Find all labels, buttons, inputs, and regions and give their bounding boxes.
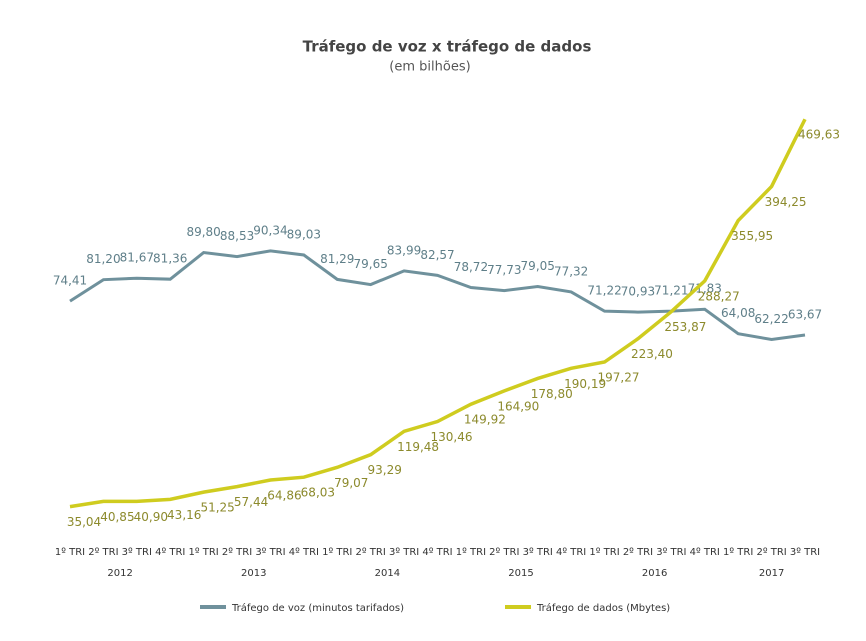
x-tick-label: 3º TRI — [523, 547, 553, 558]
data-label: 88,53 — [220, 229, 254, 243]
data-label: 74,41 — [53, 274, 87, 288]
data-label: 40,90 — [134, 510, 168, 524]
data-label: 51,25 — [200, 501, 234, 515]
data-label: 43,16 — [167, 508, 201, 522]
x-tick-label: 3º TRI — [389, 547, 419, 558]
data-label: 57,44 — [234, 495, 268, 509]
series-line — [69, 118, 807, 509]
data-label: 78,72 — [454, 260, 488, 274]
data-label: 355,95 — [731, 229, 773, 243]
year-label: 2016 — [642, 568, 667, 579]
data-label: 89,80 — [186, 225, 220, 239]
year-label: 2015 — [508, 568, 533, 579]
legend-label: Tráfego de voz (minutos tarifados) — [231, 602, 404, 614]
legend-label: Tráfego de dados (Mbytes) — [536, 602, 670, 614]
data-label: 82,57 — [420, 248, 454, 262]
x-tick-label: 4º TRI — [289, 547, 319, 558]
x-tick-label: 3º TRI — [790, 547, 820, 558]
data-label: 40,85 — [100, 510, 134, 524]
data-label: 288,27 — [698, 289, 740, 303]
chart-subtitle: (em bilhões) — [389, 60, 470, 75]
x-tick-label: 4º TRI — [556, 547, 586, 558]
x-tick-label: 2º TRI — [88, 547, 118, 558]
data-label: 68,03 — [301, 486, 335, 500]
data-label: 63,67 — [788, 307, 822, 321]
x-tick-label: 4º TRI — [422, 547, 452, 558]
data-label: 164,90 — [497, 399, 539, 413]
data-label: 149,92 — [464, 413, 506, 427]
data-label: 77,73 — [487, 263, 521, 277]
data-label: 93,29 — [368, 463, 402, 477]
data-label: 71,83 — [688, 282, 722, 296]
data-label: 90,34 — [253, 223, 287, 237]
year-label: 2017 — [759, 568, 784, 579]
data-label: 71,22 — [587, 284, 621, 298]
data-label: 223,40 — [631, 347, 673, 361]
x-tick-label: 1º TRI — [723, 547, 753, 558]
x-tick-label: 2º TRI — [489, 547, 519, 558]
data-label: 81,20 — [86, 252, 120, 266]
x-tick-label: 3º TRI — [122, 547, 152, 558]
data-label: 81,29 — [320, 252, 354, 266]
series-line — [69, 249, 806, 342]
x-tick-label: 2º TRI — [356, 547, 386, 558]
x-tick-label: 4º TRI — [690, 547, 720, 558]
x-tick-label: 1º TRI — [589, 547, 619, 558]
data-label: 89,03 — [287, 227, 321, 241]
data-label: 35,04 — [67, 515, 101, 529]
year-label: 2012 — [107, 568, 132, 579]
data-label: 81,67 — [120, 251, 154, 265]
data-label: 130,46 — [431, 430, 473, 444]
x-tick-label: 1º TRI — [456, 547, 486, 558]
data-label: 469,63 — [798, 128, 840, 142]
data-label: 83,99 — [387, 243, 421, 257]
data-label: 62,22 — [754, 312, 788, 326]
data-label: 79,05 — [521, 259, 555, 273]
year-label: 2013 — [241, 568, 266, 579]
data-label: 64,86 — [267, 489, 301, 503]
data-label: 253,87 — [664, 320, 706, 334]
x-tick-label: 2º TRI — [623, 547, 653, 558]
year-label: 2014 — [375, 568, 400, 579]
data-label: 77,32 — [554, 264, 588, 278]
data-label: 119,48 — [397, 440, 439, 454]
x-tick-label: 1º TRI — [322, 547, 352, 558]
x-tick-label: 3º TRI — [656, 547, 686, 558]
data-label: 79,07 — [334, 476, 368, 490]
data-label: 64,08 — [721, 306, 755, 320]
data-label: 190,19 — [564, 377, 606, 391]
data-label: 178,80 — [531, 387, 573, 401]
x-tick-label: 2º TRI — [756, 547, 786, 558]
data-label: 394,25 — [765, 195, 807, 209]
data-label: 71,21 — [654, 284, 688, 298]
data-label: 70,93 — [621, 285, 655, 299]
x-tick-label: 1º TRI — [189, 547, 219, 558]
data-label: 81,36 — [153, 252, 187, 266]
x-tick-label: 2º TRI — [222, 547, 252, 558]
data-label: 79,65 — [354, 257, 388, 271]
x-tick-label: 3º TRI — [255, 547, 285, 558]
x-tick-label: 1º TRI — [55, 547, 85, 558]
data-label: 197,27 — [598, 370, 640, 384]
x-tick-label: 4º TRI — [155, 547, 185, 558]
chart-title: Tráfego de voz x tráfego de dados — [303, 38, 592, 56]
